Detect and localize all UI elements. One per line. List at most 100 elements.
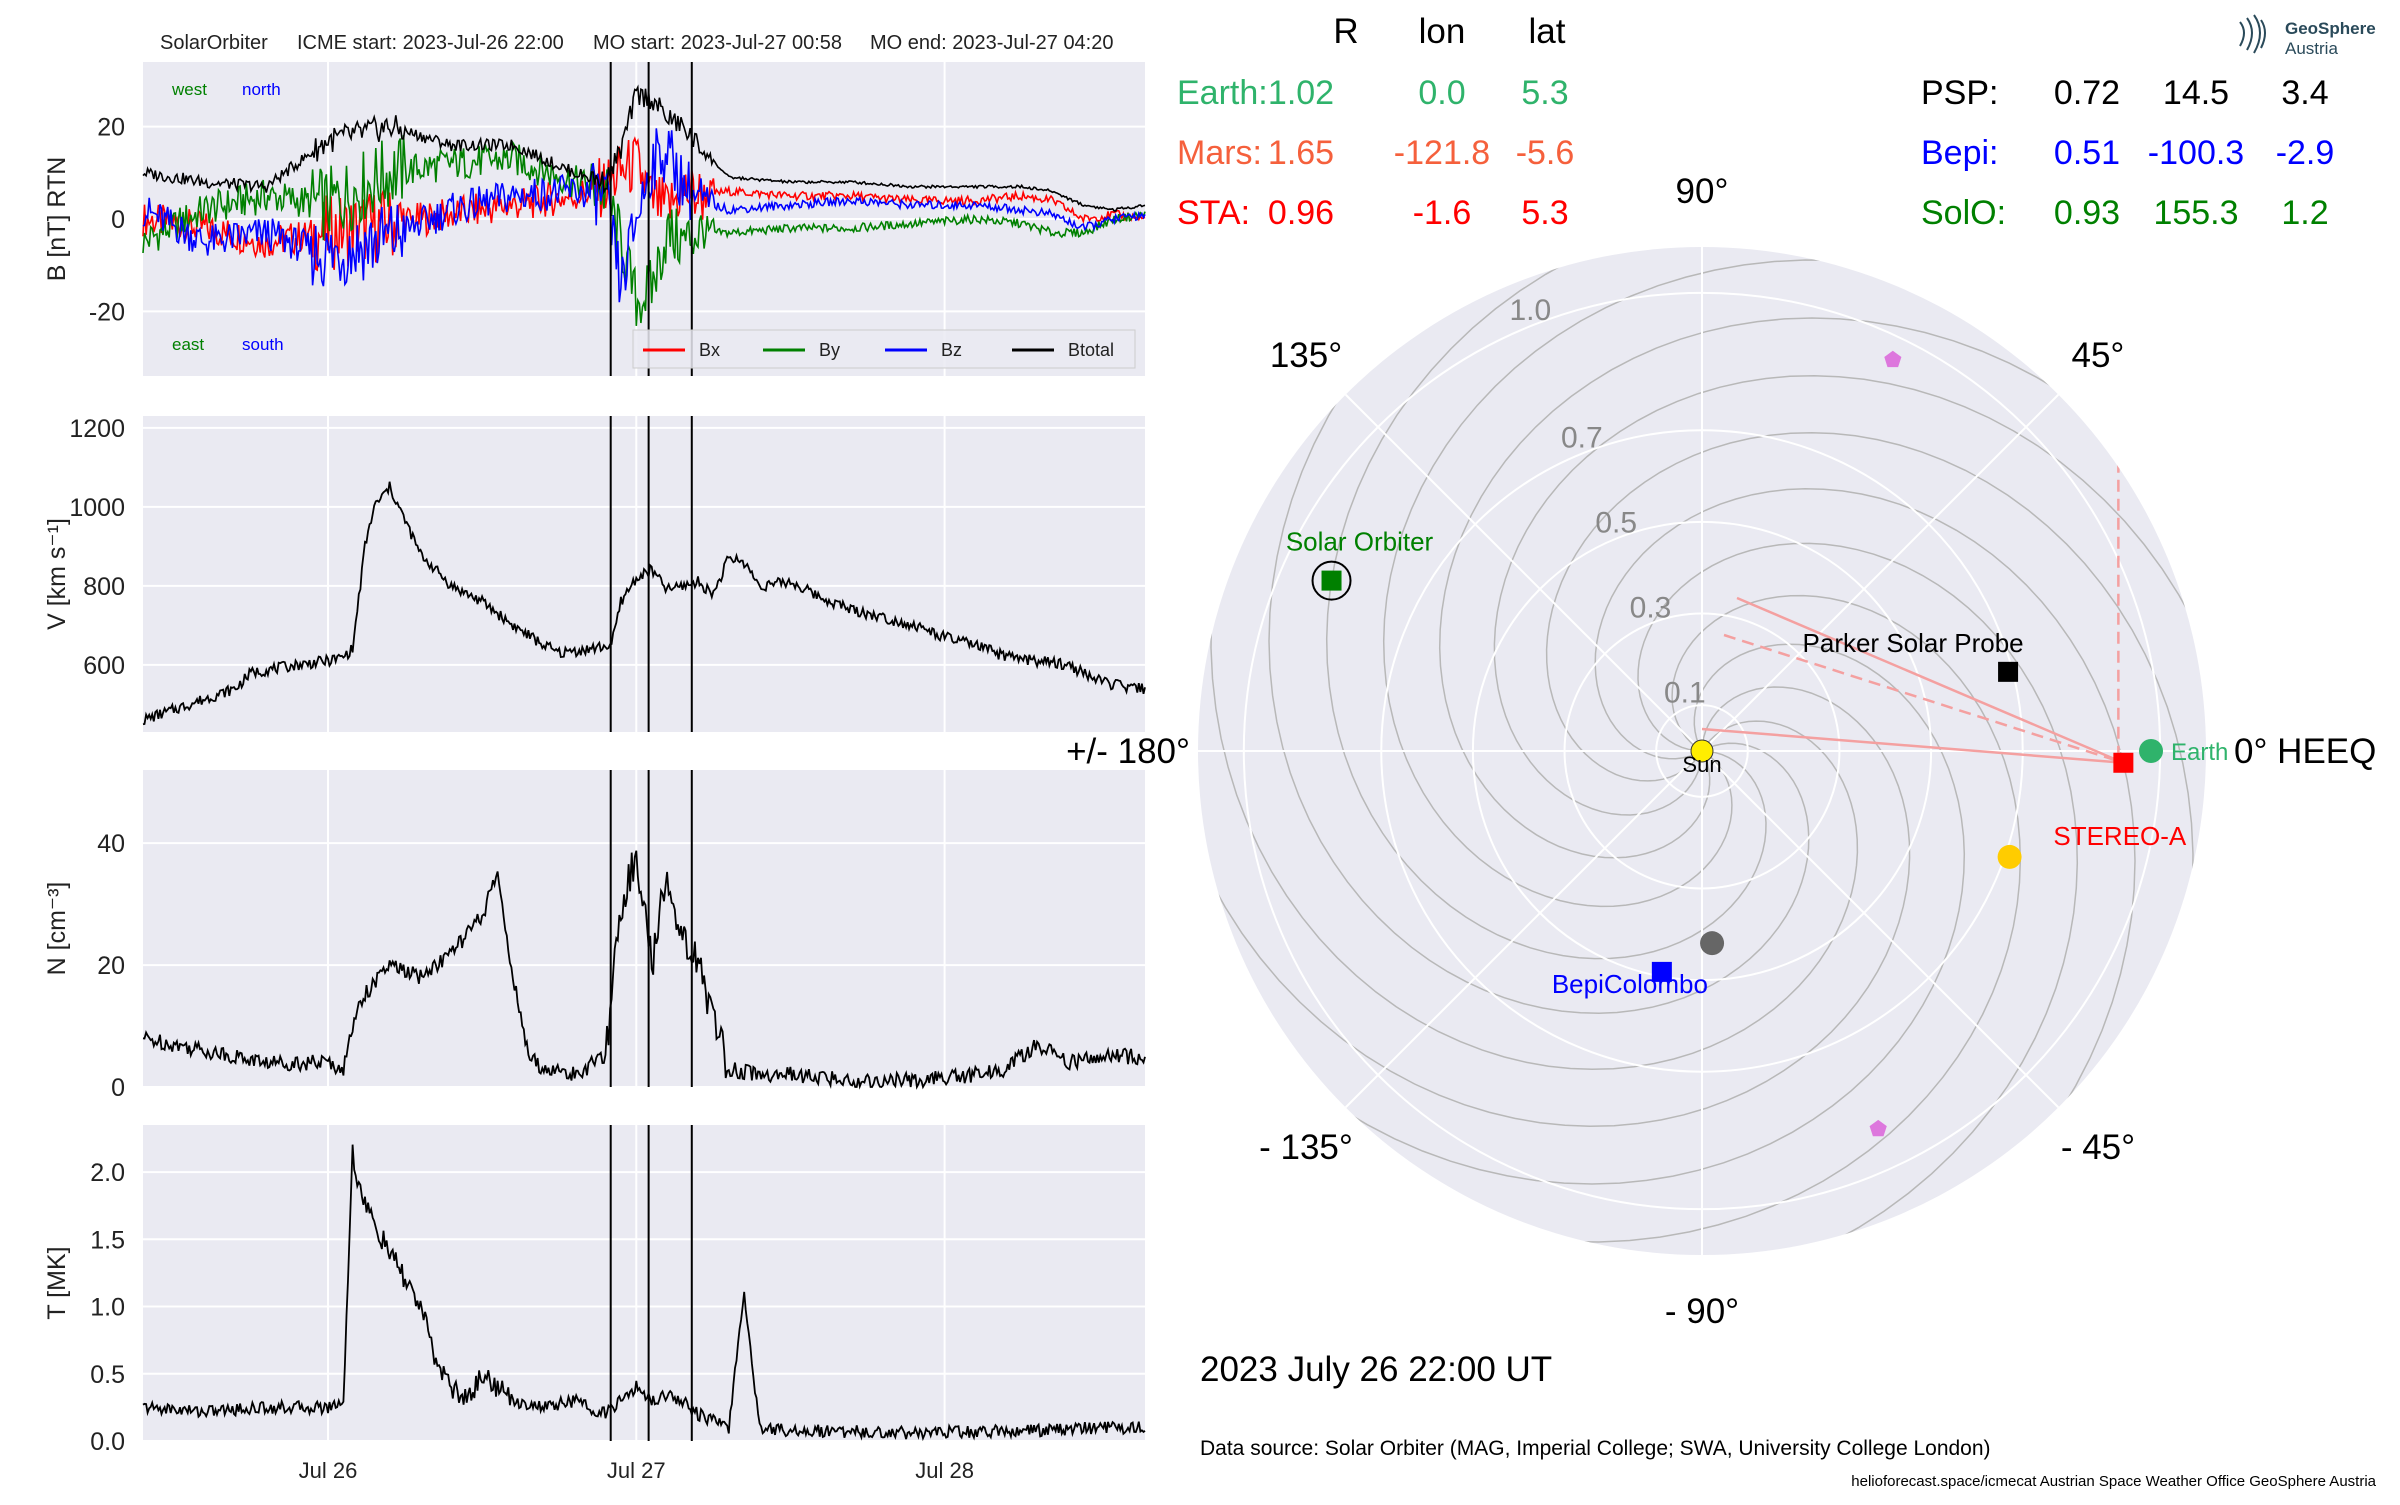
y-tick-label: 1.5 [90, 1226, 125, 1254]
y-tick-label: 2.0 [90, 1159, 125, 1187]
series-line [142, 850, 1146, 1090]
cme-front-line [1736, 596, 2124, 764]
radial-tick-label: 0.1 [1664, 677, 1706, 710]
table-cell-name: Bepi: [1921, 134, 1999, 172]
legend-entry: Btotal [1068, 340, 1114, 360]
table-row-solo: SolO: 0.93 155.3 1.2 [1921, 194, 2329, 232]
table-cell-lon: 14.5 [2163, 74, 2229, 112]
panel-magnetic-field: -20 0 20 B [nT] RTN west north east south Bx By Bz… [43, 62, 1146, 376]
y-tick-label: 0.0 [90, 1428, 125, 1456]
body-marker [1997, 844, 2022, 869]
body-marker [1998, 661, 2019, 682]
mo-end-label: MO end: 2023-Jul-27 04:20 [870, 32, 1114, 54]
y-tick-label: 40 [97, 830, 125, 858]
y-tick-label: 600 [83, 652, 125, 680]
table-cell-lat: 5.3 [1521, 74, 1568, 112]
radial-gridline [1655, 704, 1749, 798]
panel-temperature: 0.0 0.5 1.0 1.5 2.0 T [MK] Jul 26 Jul 27 Jul 28 [43, 1125, 1146, 1483]
series-line [142, 1144, 1146, 1442]
orbit-plot: 0.1 0.3 0.5 0.7 1.0 0° HEEQ 45° 90° 135° +/- 180°… [1066, 172, 2376, 1331]
table-cell-name: SolO: [1921, 194, 2006, 232]
radial-tick-label: 0.7 [1561, 422, 1603, 455]
table-column-header: R [1333, 12, 1358, 51]
body-label: Parker Solar Probe [1803, 628, 2024, 658]
corner-label-north: north [242, 80, 281, 99]
angle-label: - 90° [1665, 1292, 1739, 1331]
body-label: BepiColombo [1552, 969, 1708, 999]
table-row-psp: PSP: 0.72 14.5 3.4 [1921, 74, 2329, 112]
corner-label-east: east [172, 335, 204, 354]
table-cell-name: STA: [1177, 194, 1250, 232]
cme-front-line [1701, 727, 2124, 765]
table-cell-R: 0.51 [2054, 134, 2120, 172]
logo-mark-icon [2239, 14, 2266, 54]
legend: Bx By Bz Btotal [632, 329, 1136, 369]
series-line [142, 481, 1146, 726]
body-sun: Sun [1682, 739, 1722, 777]
data-source-label: Data source: Solar Orbiter (MAG, Imperia… [1200, 1437, 1991, 1460]
body-marker [1997, 844, 2022, 869]
radial-tick-label: 0.3 [1630, 592, 1672, 625]
polar-spoke [1701, 750, 2060, 1109]
body-bepicolombo: BepiColombo [1552, 961, 1708, 999]
cme-front-line-dashed [1723, 633, 2124, 764]
panel-background [143, 770, 1145, 1087]
body-earth: Earth [2139, 739, 2228, 766]
body-marker [1884, 350, 1902, 368]
y-tick-label: 0 [111, 1074, 125, 1102]
body-marker [1700, 931, 1725, 956]
table-row-earth: Earth: 1.02 0.0 5.3 [1177, 74, 1569, 112]
table-column-header: lat [1529, 12, 1566, 51]
panel-density: 0 20 40 N [cm⁻³] [43, 770, 1146, 1102]
y-tick-label: 0 [111, 206, 125, 234]
y-tick-label: 1200 [69, 415, 125, 443]
body-ring [1311, 560, 1352, 601]
body-marker [1651, 961, 1672, 982]
table-cell-lon: -121.8 [1394, 134, 1490, 172]
table-cell-lat: 5.3 [1521, 194, 1568, 232]
body-marker [1700, 931, 1725, 956]
corner-label-west: west [171, 80, 207, 99]
panel-speed: 600 800 1000 1200 V [km s⁻¹] [43, 415, 1146, 732]
polar-spoke [1701, 393, 2060, 752]
angle-label: +/- 180° [1066, 732, 1190, 771]
panel-background [143, 1125, 1145, 1441]
body-marker [1869, 1119, 1887, 1137]
x-tick-label: Jul 27 [607, 1458, 666, 1483]
geosphere-logo: GeoSphere Austria [2239, 14, 2376, 58]
table-cell-lat: 1.2 [2281, 194, 2328, 232]
y-tick-label: 800 [83, 573, 125, 601]
table-cell-R: 0.93 [2054, 194, 2120, 232]
angle-label: - 45° [2061, 1128, 2135, 1167]
polar-spoke [1344, 393, 1703, 752]
y-tick-label: 0.5 [90, 1361, 125, 1389]
table-cell-lat: -2.9 [2276, 134, 2335, 172]
body-marker [1321, 570, 1342, 591]
table-cell-lat: 3.4 [2281, 74, 2328, 112]
table-cell-R: 0.72 [2054, 74, 2120, 112]
series-line-bz [142, 128, 1146, 303]
radial-gridline [1380, 429, 2024, 1073]
angle-label: 135° [1270, 336, 1342, 375]
table-row-sta: STA: 0.96 -1.6 5.3 [1177, 194, 1569, 232]
mo-start-label: MO start: 2023-Jul-27 00:58 [593, 32, 842, 54]
corner-label-south: south [242, 335, 284, 354]
body-marker [1869, 1119, 1887, 1137]
radial-tick-label: 1.0 [1510, 294, 1552, 327]
x-tick-label: Jul 28 [915, 1458, 974, 1483]
body-marker [1690, 739, 1714, 763]
table-cell-lat: -5.6 [1516, 134, 1575, 172]
table-cell-lon: 155.3 [2153, 194, 2238, 232]
logo-line1: GeoSphere [2285, 19, 2376, 38]
series-line-btotal [142, 84, 1146, 212]
series-line-by [142, 135, 1146, 326]
table-cell-lon: -100.3 [2148, 134, 2244, 172]
logo-line2: Austria [2285, 39, 2338, 58]
table-cell-lon: -1.6 [1413, 194, 1472, 232]
table-cell-name: Earth: [1177, 74, 1268, 112]
legend-entry: Bz [941, 340, 962, 360]
radial-gridline [1471, 520, 1933, 982]
